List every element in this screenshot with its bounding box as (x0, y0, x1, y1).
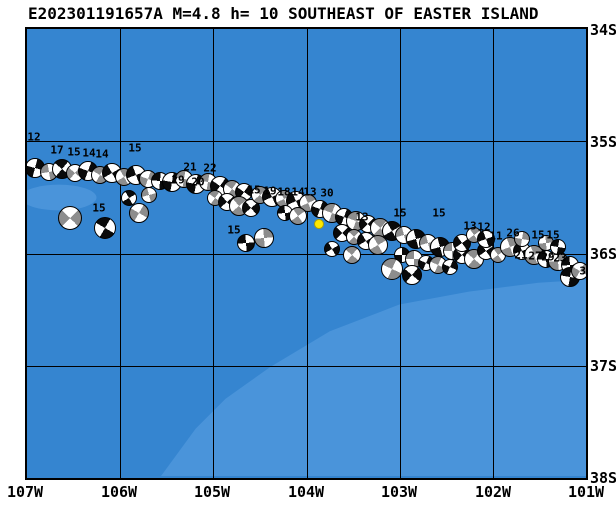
focal-mechanism-beachball (94, 217, 116, 239)
page-title: E202301191657A M=4.8 h= 10 SOUTHEAST OF … (28, 4, 539, 23)
focal-mechanism-beachball (324, 241, 340, 257)
depth-label: 17 (50, 143, 64, 157)
x-axis-label-101w: 101W (567, 483, 605, 501)
y-axis-label-37s: 37S (590, 357, 616, 375)
focal-mechanism-beachball (514, 231, 530, 247)
depth-label: 15 (92, 201, 106, 215)
depth-label: 13 (355, 210, 369, 224)
x-axis-label-104w: 104W (287, 483, 325, 501)
depth-label: 29 (541, 250, 555, 264)
focal-mechanism-beachball (129, 203, 149, 223)
depth-label: 27 (528, 249, 542, 263)
focal-mechanism-beachball (289, 207, 307, 225)
depth-label: 14 (82, 146, 96, 160)
gridline-meridian (213, 29, 214, 478)
depth-label: 34 (579, 264, 586, 278)
depth-label: 19 (263, 184, 277, 198)
gridline-meridian (307, 29, 308, 478)
depth-label: 13 (463, 219, 477, 233)
depth-label: 14 (291, 185, 305, 199)
depth-label: 21 (183, 160, 197, 174)
focal-mechanism-beachball (442, 259, 458, 275)
focal-mechanism-beachball (343, 246, 361, 264)
depth-label: 15 (531, 228, 545, 242)
gridline-meridian (120, 29, 121, 478)
map-canvas: 12 17 15 14 14 15 15 21 22 29 20 15 15 19 18 14 13 30 13 15… (25, 27, 588, 480)
depth-label: 15 (227, 223, 241, 237)
depth-label: 13 (303, 185, 317, 199)
depth-label: 15 (128, 141, 142, 155)
bathymetry-layer (27, 184, 586, 477)
depth-label: 30 (320, 186, 334, 200)
y-axis-label-34s: 34S (590, 21, 616, 39)
depth-label: 11 (489, 229, 503, 243)
depth-label: 18 (277, 185, 291, 199)
depth-label: 29 (171, 173, 185, 187)
focal-mechanism-beachball (242, 199, 260, 217)
depth-label: 12 (27, 130, 41, 144)
focal-mechanism-beachball (368, 235, 388, 255)
focal-mechanism-beachball (58, 206, 82, 230)
x-axis-label-105w: 105W (193, 483, 231, 501)
bathymetry-shelf (161, 279, 586, 477)
focal-mechanism-beachball (237, 234, 255, 252)
focal-mechanism-beachball (402, 265, 422, 285)
focal-mechanism-beachball (571, 262, 586, 280)
x-axis-label-106w: 106W (100, 483, 138, 501)
focal-mechanism-beachball (121, 190, 137, 206)
focal-mechanism-beachball (254, 228, 274, 248)
gridline-parallel (27, 366, 586, 367)
y-axis-label-35s: 35S (590, 133, 616, 151)
focal-mechanism-beachball (550, 239, 566, 255)
y-axis-label-36s: 36S (590, 245, 616, 263)
depth-label: 15 (546, 228, 560, 242)
depth-label: 12 (477, 220, 491, 234)
depth-label: 21 (514, 248, 528, 262)
depth-label: 15 (67, 145, 81, 159)
depth-label: 26 (506, 226, 520, 240)
focal-mechanism-beachball (141, 187, 157, 203)
x-axis-label-102w: 102W (474, 483, 512, 501)
depth-label: 22 (203, 161, 217, 175)
focal-mechanism-beachball (477, 230, 495, 248)
x-axis-label-107w: 107W (6, 483, 44, 501)
gridline-parallel (27, 254, 586, 255)
depth-label: 15 (393, 206, 407, 220)
x-axis-label-103w: 103W (380, 483, 418, 501)
depth-label: 20 (191, 175, 205, 189)
gridline-parallel (27, 141, 586, 142)
depth-label: 14 (95, 147, 109, 161)
depth-label: 15 (432, 206, 446, 220)
depth-label: 23 (553, 251, 567, 265)
y-axis-label-38s: 38S (590, 469, 616, 487)
depth-label: 15 (247, 183, 261, 197)
bathymetry-patch (27, 184, 97, 211)
event-epicenter-marker (314, 219, 324, 229)
focal-mechanism-beachball (381, 258, 403, 280)
